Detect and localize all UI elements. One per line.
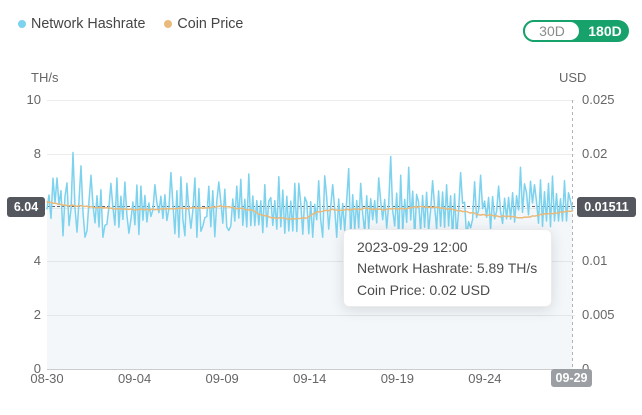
right-axis-tick-label: 0.01 — [582, 253, 608, 269]
left-axis-tick-label: 8 — [33, 145, 41, 161]
left-axis-unit-label: TH/s — [31, 70, 59, 85]
right-axis-pointer-badge: 0.01511 — [577, 197, 636, 217]
left-axis-pointer-badge: 6.04 — [7, 197, 45, 217]
x-axis-tick-label: 09-19 — [380, 371, 414, 386]
network-hashrate-dot-icon — [18, 20, 26, 28]
range-option-30d[interactable]: 30D — [523, 20, 581, 42]
left-axis-tick-label: 0 — [33, 361, 41, 376]
left-axis-tick-label: 2 — [33, 307, 41, 323]
x-axis-pointer-badge: 09-29 — [551, 369, 592, 387]
hashrate-area-fill — [47, 152, 573, 369]
right-axis-tick-label: 0.025 — [582, 92, 615, 107]
network-hashrate-line — [46, 151, 574, 238]
right-axis-tick-label: 0.005 — [582, 307, 615, 323]
legend-label-network-hashrate: Network Hashrate — [31, 16, 146, 32]
range-option-180d[interactable]: 180D — [588, 23, 622, 39]
tooltip-price-line: Coin Price: 0.02 USD — [357, 281, 491, 298]
right-axis-tick-label: 0.02 — [582, 145, 608, 161]
legend-item-coin-price[interactable]: Coin Price — [164, 16, 243, 32]
left-axis-tick-label: 4 — [33, 253, 41, 269]
x-axis-tick-label: 09-09 — [205, 371, 239, 386]
coin-price-line — [46, 201, 574, 221]
x-axis-tick-label: 08-30 — [30, 371, 64, 386]
date-range-toggle[interactable]: 30D 180D — [523, 20, 629, 42]
x-axis-tick-label: 09-04 — [117, 371, 152, 386]
x-axis-tick-label: 09-24 — [468, 371, 502, 386]
tooltip-hashrate-line: Network Hashrate: 5.89 TH/s — [357, 260, 538, 277]
chart-tooltip: 2023-09-29 12:00 Network Hashrate: 5.89 … — [343, 229, 552, 307]
right-axis-unit-label: USD — [559, 70, 587, 85]
legend-label-coin-price: Coin Price — [177, 16, 244, 32]
right-axis-tick-label: 0 — [582, 362, 589, 376]
x-axis-tick-label: 09-14 — [293, 371, 327, 386]
tooltip-title: 2023-09-29 12:00 — [357, 239, 468, 255]
coin-price-dot-icon — [164, 20, 173, 28]
chart-legend: Network Hashrate Coin Price — [18, 16, 243, 32]
legend-item-network-hashrate[interactable]: Network Hashrate — [18, 16, 145, 32]
left-axis-tick-label: 10 — [26, 92, 41, 107]
